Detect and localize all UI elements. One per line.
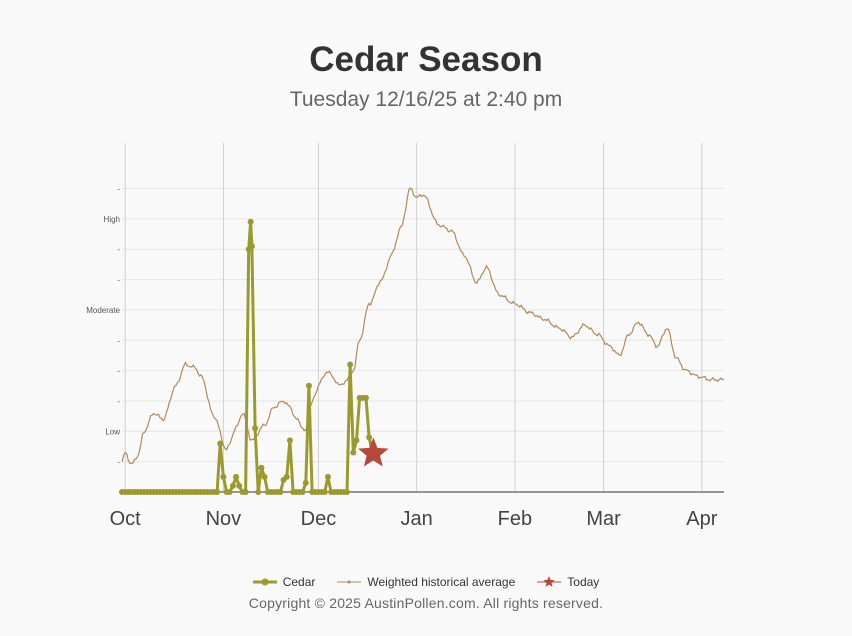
x-tick-label: Nov bbox=[206, 508, 242, 530]
y-tick-label: - bbox=[117, 458, 120, 467]
y-tick-label: - bbox=[117, 245, 120, 254]
cedar-point[interactable] bbox=[343, 489, 350, 495]
y-tick-label: - bbox=[117, 367, 120, 376]
cedar-legend-symbol bbox=[252, 578, 277, 586]
legend-label-historical: Weighted historical average bbox=[367, 575, 516, 589]
y-tick-label: - bbox=[117, 336, 120, 345]
cedar-point[interactable] bbox=[353, 437, 360, 444]
cedar-point[interactable] bbox=[321, 489, 328, 495]
x-tick-label: Feb bbox=[498, 508, 532, 530]
horizontal-gridlines bbox=[122, 188, 724, 463]
cedar-line bbox=[122, 220, 374, 494]
cedar-point[interactable] bbox=[350, 449, 357, 456]
cedar-point[interactable] bbox=[347, 361, 354, 368]
cedar-point[interactable] bbox=[277, 489, 284, 495]
legend-item-cedar[interactable]: Cedar bbox=[252, 575, 316, 589]
cedar-point[interactable] bbox=[302, 479, 309, 486]
cedar-point[interactable] bbox=[248, 243, 255, 250]
vertical-gridlines bbox=[124, 143, 703, 492]
cedar-point[interactable] bbox=[247, 218, 254, 225]
cedar-point[interactable] bbox=[299, 489, 306, 495]
historical-legend-symbol bbox=[337, 580, 362, 584]
cedar-point[interactable] bbox=[226, 489, 233, 495]
y-tick-label: High bbox=[104, 215, 120, 224]
cedar-point[interactable] bbox=[261, 473, 268, 480]
x-tick-label: Apr bbox=[686, 508, 717, 530]
cedar-point[interactable] bbox=[236, 482, 243, 489]
historical-average-series bbox=[121, 187, 725, 465]
cedar-series bbox=[119, 218, 376, 495]
x-tick-label: Dec bbox=[301, 508, 337, 530]
legend-label-cedar: Cedar bbox=[282, 575, 316, 589]
y-axis-labels: - High - - Moderate - - - Low - bbox=[86, 185, 120, 467]
today-star-marker[interactable] bbox=[358, 437, 389, 467]
copyright-notice: Copyright © 2025 AustinPollen.com. All r… bbox=[248, 595, 604, 611]
cedar-point[interactable] bbox=[362, 394, 369, 401]
x-axis-labels: Oct Nov Dec Jan Feb Mar Apr bbox=[110, 508, 718, 530]
x-tick-label: Mar bbox=[586, 508, 621, 530]
cedar-point[interactable] bbox=[252, 425, 259, 432]
cedar-point[interactable] bbox=[214, 489, 221, 495]
cedar-point[interactable] bbox=[324, 473, 331, 480]
cedar-point[interactable] bbox=[305, 382, 312, 389]
chart-legend: Cedar Weighted historical average Today bbox=[0, 575, 852, 589]
cedar-point[interactable] bbox=[366, 434, 373, 441]
cedar-point[interactable] bbox=[242, 489, 249, 495]
legend-label-today: Today bbox=[567, 575, 600, 589]
historical-average-line bbox=[121, 187, 725, 465]
today-series bbox=[358, 437, 389, 467]
y-tick-label: Low bbox=[105, 427, 120, 436]
cedar-point[interactable] bbox=[229, 482, 236, 489]
legend-item-today[interactable]: Today bbox=[537, 575, 599, 589]
cedar-point[interactable] bbox=[217, 440, 224, 447]
cedar-point[interactable] bbox=[233, 473, 240, 480]
y-tick-label: - bbox=[117, 276, 120, 285]
chart-subtitle: Tuesday 12/16/25 at 2:40 pm bbox=[289, 88, 563, 111]
star-icon bbox=[543, 576, 555, 587]
cedar-point[interactable] bbox=[286, 437, 293, 444]
cedar-point[interactable] bbox=[283, 473, 290, 480]
legend-item-historical[interactable]: Weighted historical average bbox=[337, 575, 515, 589]
today-legend-symbol bbox=[537, 576, 562, 587]
y-tick-label: - bbox=[117, 397, 120, 406]
x-tick-label: Oct bbox=[110, 508, 142, 530]
cedar-point[interactable] bbox=[255, 489, 262, 495]
cedar-point[interactable] bbox=[258, 464, 265, 471]
y-tick-label: Moderate bbox=[86, 306, 120, 315]
x-tick-label: Jan bbox=[401, 508, 433, 530]
cedar-point[interactable] bbox=[220, 473, 227, 480]
chart-title: Cedar Season bbox=[309, 40, 543, 79]
y-tick-label: - bbox=[117, 185, 120, 194]
